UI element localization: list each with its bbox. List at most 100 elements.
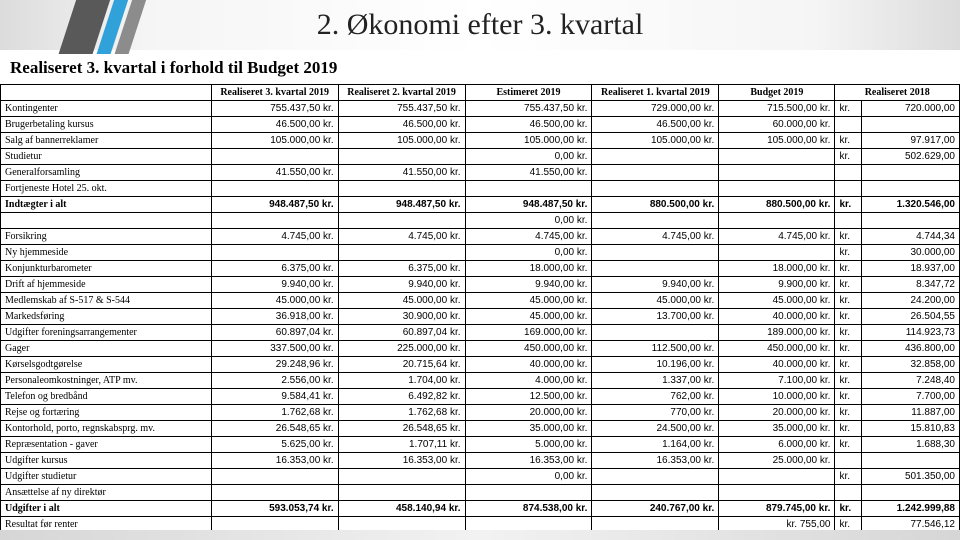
cell-value	[338, 245, 465, 261]
table-row: Udgifter kursus16.353,00 kr.16.353,00 kr…	[1, 453, 960, 469]
cell-currency: kr.	[835, 293, 861, 309]
cell-value: 60.000,00 kr.	[719, 117, 835, 133]
table-row: Gager337.500,00 kr.225.000,00 kr.450.000…	[1, 341, 960, 357]
cell-value: 225.000,00 kr.	[338, 341, 465, 357]
cell-value	[592, 469, 719, 485]
cell-value	[861, 165, 959, 181]
slide-title: 2. Økonomi efter 3. kvartal	[0, 8, 960, 42]
cell-value: 97.917,00	[861, 133, 959, 149]
cell-value: 105.000,00 kr.	[338, 133, 465, 149]
cell-value	[719, 469, 835, 485]
row-label: Repræsentation - gaver	[1, 437, 212, 453]
row-label: Forsikring	[1, 229, 212, 245]
cell-value	[338, 469, 465, 485]
cell-value: 6.000,00 kr.	[719, 437, 835, 453]
cell-value	[465, 181, 592, 197]
table-row: Udgifter i alt593.053,74 kr.458.140,94 k…	[1, 501, 960, 517]
table-row: Generalforsamling41.550,00 kr.41.550,00 …	[1, 165, 960, 181]
col-header: Realiseret 1. kvartal 2019	[592, 85, 719, 101]
cell-currency	[835, 485, 861, 501]
cell-value: 45.000,00 kr.	[719, 293, 835, 309]
cell-value: 16.353,00 kr.	[211, 453, 338, 469]
cell-value: 948.487,50 kr.	[211, 197, 338, 213]
cell-value: 35.000,00 kr.	[719, 421, 835, 437]
row-label: Studietur	[1, 149, 212, 165]
cell-value: 9.940,00 kr.	[465, 277, 592, 293]
cell-value: 7.700,00	[861, 389, 959, 405]
cell-currency: kr.	[835, 389, 861, 405]
cell-value	[592, 485, 719, 501]
row-label: Kontorhold, porto, regnskabsprg. mv.	[1, 421, 212, 437]
row-label: Personaleomkostninger, ATP mv.	[1, 373, 212, 389]
cell-value: 9.584,41 kr.	[211, 389, 338, 405]
cell-value: 7.100,00 kr.	[719, 373, 835, 389]
cell-value: 13.700,00 kr.	[592, 309, 719, 325]
cell-value: 46.500,00 kr.	[592, 117, 719, 133]
col-header: Realiseret 2. kvartal 2019	[338, 85, 465, 101]
cell-value	[338, 213, 465, 229]
row-label: Kørselsgodtgørelse	[1, 357, 212, 373]
table-row: Rejse og fortæring1.762,68 kr.1.762,68 k…	[1, 405, 960, 421]
cell-value: 41.550,00 kr.	[465, 165, 592, 181]
cell-value	[719, 213, 835, 229]
cell-value	[338, 485, 465, 501]
col-header: Realiseret 3. kvartal 2019	[211, 85, 338, 101]
cell-value: 105.000,00 kr.	[465, 133, 592, 149]
table-row: Fortjeneste Hotel 25. okt.	[1, 181, 960, 197]
cell-value: 20.000,00 kr.	[719, 405, 835, 421]
cell-value	[861, 117, 959, 133]
row-label: Udgifter foreningsarrangementer	[1, 325, 212, 341]
cell-value	[719, 181, 835, 197]
table-row: Medlemskab af S-517 & S-54445.000,00 kr.…	[1, 293, 960, 309]
cell-currency: kr.	[835, 405, 861, 421]
cell-value: 4.745,00 kr.	[719, 229, 835, 245]
table-row: Udgifter studietur0,00 kr.kr.501.350,00	[1, 469, 960, 485]
cell-value: 18.000,00 kr.	[465, 261, 592, 277]
cell-currency: kr.	[835, 101, 861, 117]
cell-currency	[835, 165, 861, 181]
cell-value	[211, 181, 338, 197]
row-label: Rejse og fortæring	[1, 405, 212, 421]
cell-value: 35.000,00 kr.	[465, 421, 592, 437]
cell-value: 7.248,40	[861, 373, 959, 389]
cell-value: 11.887,00	[861, 405, 959, 421]
cell-value	[719, 245, 835, 261]
cell-value	[592, 261, 719, 277]
cell-value	[592, 245, 719, 261]
cell-value: 9.940,00 kr.	[211, 277, 338, 293]
table-row: Forsikring4.745,00 kr.4.745,00 kr.4.745,…	[1, 229, 960, 245]
cell-value: 29.248,96 kr.	[211, 357, 338, 373]
cell-value: 2.556,00 kr.	[211, 373, 338, 389]
cell-value: 762,00 kr.	[592, 389, 719, 405]
cell-value: 105.000,00 kr.	[211, 133, 338, 149]
cell-value: 593.053,74 kr.	[211, 501, 338, 517]
row-label: Fortjeneste Hotel 25. okt.	[1, 181, 212, 197]
cell-value: 15.810,83	[861, 421, 959, 437]
cell-value	[592, 149, 719, 165]
cell-value: 26.504,55	[861, 309, 959, 325]
table-row: Brugerbetaling kursus46.500,00 kr.46.500…	[1, 117, 960, 133]
cell-value: 720.000,00	[861, 101, 959, 117]
cell-value: 1.242.999,88	[861, 501, 959, 517]
cell-value: 45.000,00 kr.	[465, 293, 592, 309]
cell-value: 4.745,00 kr.	[592, 229, 719, 245]
cell-value: 1.762,68 kr.	[211, 405, 338, 421]
cell-value: 10.000,00 kr.	[719, 389, 835, 405]
col-label	[1, 85, 212, 101]
cell-value	[592, 165, 719, 181]
cell-value	[211, 149, 338, 165]
cell-value: 45.000,00 kr.	[338, 293, 465, 309]
row-label	[1, 213, 212, 229]
row-label: Udgifter studietur	[1, 469, 212, 485]
cell-value: 770,00 kr.	[592, 405, 719, 421]
row-label: Telefon og bredbånd	[1, 389, 212, 405]
col-header: Budget 2019	[719, 85, 835, 101]
table-row: Repræsentation - gaver5.625,00 kr.1.707,…	[1, 437, 960, 453]
row-label: Ansættelse af ny direktør	[1, 485, 212, 501]
cell-currency	[835, 453, 861, 469]
col-header: Estimeret 2019	[465, 85, 592, 101]
cell-value: 879.745,00 kr.	[719, 501, 835, 517]
cell-value: 450.000,00 kr.	[719, 341, 835, 357]
table-row: Kontingenter755.437,50 kr.755.437,50 kr.…	[1, 101, 960, 117]
cell-currency: kr.	[835, 373, 861, 389]
